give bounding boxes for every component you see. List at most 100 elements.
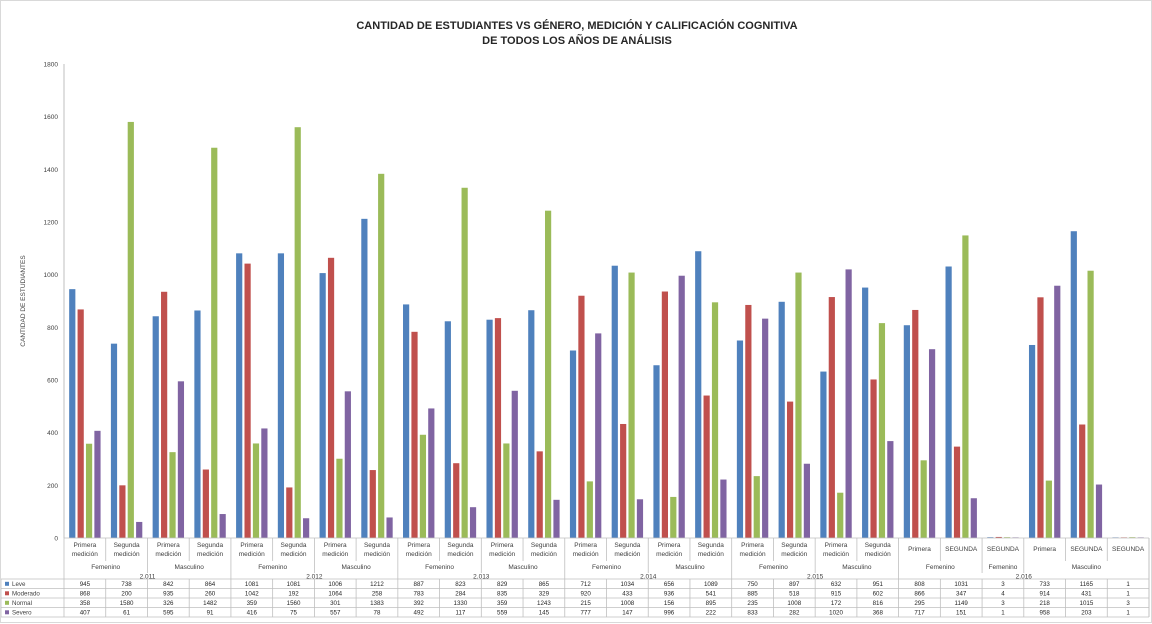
category-label: Primera	[407, 542, 430, 549]
data-label: 868	[80, 591, 91, 598]
bar-severo-10	[511, 390, 518, 538]
data-label: 557	[330, 610, 341, 617]
bar-severo-12	[595, 333, 602, 538]
y-tick-label: 800	[47, 325, 58, 332]
category-label: Primera	[908, 546, 931, 553]
bar-leve-10	[486, 319, 493, 538]
gender-group-label: Femenino	[759, 564, 788, 571]
gender-group-label: Femenino	[91, 564, 120, 571]
data-label: 156	[664, 600, 675, 607]
data-label: 914	[1040, 591, 1051, 598]
data-label: 258	[372, 591, 383, 598]
data-label: 935	[163, 591, 174, 598]
data-label: 91	[207, 610, 214, 617]
data-label: 1008	[620, 600, 634, 607]
category-label: Segunda	[865, 542, 891, 549]
bar-moderado-0	[77, 309, 84, 538]
data-label: 3	[1001, 600, 1005, 607]
bar-severo-13	[636, 499, 644, 538]
data-label: 602	[873, 591, 884, 598]
bar-moderado-23	[1037, 297, 1044, 538]
legend-label-severo: Severo	[12, 610, 32, 617]
bar-moderado-15	[703, 395, 710, 538]
data-label: 218	[1040, 600, 1051, 607]
bar-moderado-24	[1079, 424, 1086, 538]
data-label: 733	[1040, 581, 1051, 588]
data-label: 1482	[203, 600, 217, 607]
category-label: Primera	[73, 542, 96, 549]
bar-leve-23	[1028, 344, 1036, 538]
data-label: 433	[622, 591, 633, 598]
bar-severo-20	[928, 349, 936, 538]
data-label: 282	[789, 610, 800, 617]
bar-moderado-10	[494, 318, 502, 538]
data-label: 712	[580, 581, 591, 588]
bar-severo-5	[303, 518, 310, 538]
bar-moderado-20	[912, 309, 919, 538]
data-label: 392	[414, 600, 425, 607]
category-label: Primera	[741, 542, 764, 549]
bar-moderado-9	[453, 463, 460, 538]
data-label: 145	[539, 610, 550, 617]
data-label: 885	[747, 591, 758, 598]
data-label: 326	[163, 600, 174, 607]
bar-severo-1	[136, 521, 143, 538]
bar-leve-20	[903, 325, 910, 538]
bar-leve-4	[236, 253, 243, 538]
bar-leve-7	[361, 218, 368, 538]
bar-leve-2	[152, 316, 159, 538]
bar-moderado-17	[786, 401, 794, 538]
bar-leve-16	[736, 340, 744, 538]
data-label: 1165	[1080, 581, 1094, 588]
category-label: medición	[781, 551, 807, 558]
bar-leve-9	[444, 321, 451, 538]
data-label: 192	[288, 591, 299, 598]
bar-normal-15	[711, 302, 719, 538]
bar-moderado-5	[286, 487, 293, 538]
data-label: 936	[664, 591, 675, 598]
data-label: 656	[664, 581, 675, 588]
data-label: 1149	[955, 600, 969, 607]
data-label: 1383	[370, 600, 384, 607]
category-label: SEGUNDA	[1070, 546, 1103, 553]
gender-group-label: Masculino	[842, 564, 872, 571]
data-label: 295	[914, 600, 925, 607]
bar-normal-23	[1045, 480, 1052, 538]
bar-leve-8	[403, 304, 410, 538]
chart-subtitle: DE TODOS LOS AÑOS DE ANÁLISIS	[482, 35, 672, 47]
data-label: 1034	[620, 581, 634, 588]
data-label: 595	[163, 610, 174, 617]
bar-normal-19	[878, 323, 886, 538]
data-label: 717	[914, 610, 925, 617]
legend-label-leve: Leve	[12, 581, 26, 588]
bar-leve-5	[277, 253, 285, 538]
category-label: Primera	[574, 542, 597, 549]
bar-normal-13	[628, 272, 635, 538]
category-label: medición	[698, 551, 724, 558]
bar-normal-17	[795, 272, 802, 538]
bar-moderado-6	[327, 257, 335, 538]
bar-severo-17	[803, 463, 810, 538]
bar-normal-4	[252, 443, 260, 538]
bar-normal-24	[1087, 270, 1094, 538]
data-label: 3	[1126, 600, 1130, 607]
bar-normal-3	[211, 147, 218, 539]
data-label: 808	[914, 581, 925, 588]
bar-leve-17	[778, 301, 785, 538]
bar-moderado-19	[870, 379, 877, 538]
bar-severo-4	[261, 428, 268, 538]
data-label: 1580	[120, 600, 134, 607]
bar-normal-9	[461, 187, 468, 538]
data-label: 1	[1126, 610, 1130, 617]
data-label: 833	[747, 610, 758, 617]
bar-normal-5	[294, 127, 301, 538]
data-label: 823	[455, 581, 466, 588]
bar-leve-12	[569, 350, 577, 538]
bar-severo-15	[720, 479, 727, 538]
data-label: 895	[706, 600, 717, 607]
data-label: 215	[580, 600, 591, 607]
data-label: 738	[121, 581, 132, 588]
bar-severo-7	[386, 517, 393, 538]
